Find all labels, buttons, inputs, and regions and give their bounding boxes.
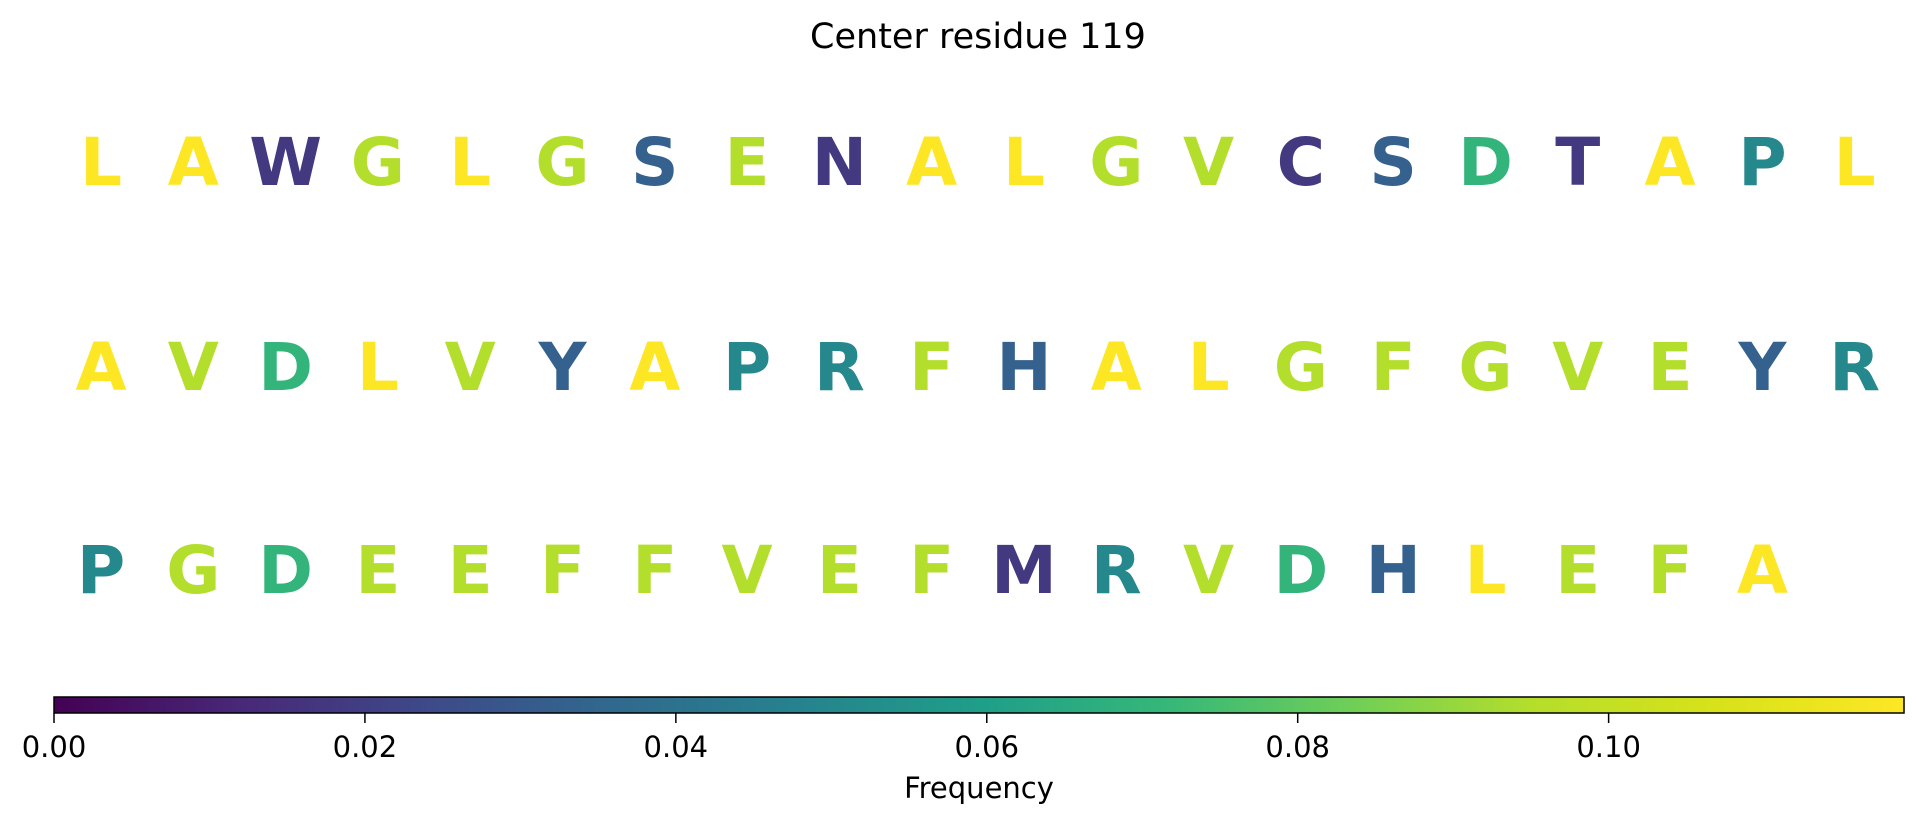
residue-letter: L <box>449 124 491 201</box>
residue-letter: A <box>906 124 957 201</box>
residue-letter: G <box>1089 124 1143 201</box>
residue-letter: Y <box>1738 329 1788 406</box>
residue-letter: V <box>1183 532 1234 609</box>
residue-letter: E <box>725 124 770 201</box>
residue-letter: F <box>909 329 954 406</box>
residue-letter: D <box>1274 532 1329 609</box>
residue-letter: V <box>722 532 773 609</box>
residue-letter: E <box>448 532 493 609</box>
residue-letters: L A W G L G S E N A L G V C S D T A P LA V D L V Y A P R F H A L G F G V E Y R… <box>75 124 1880 609</box>
residue-letter: M <box>991 532 1057 609</box>
residue-letter: S <box>631 124 679 201</box>
residue-letter: A <box>1645 124 1696 201</box>
residue-letter: G <box>351 124 405 201</box>
colorbar-tick-label: 0.08 <box>1265 730 1330 764</box>
residue-letter: A <box>168 124 219 201</box>
residue-letter: A <box>629 329 680 406</box>
residue-letter: D <box>258 532 313 609</box>
colorbar <box>53 696 1905 714</box>
chart-title: Center residue 119 <box>810 17 1146 57</box>
residue-letter: L <box>1003 124 1045 201</box>
colorbar-label: Frequency <box>904 771 1054 805</box>
residue-letter: S <box>1369 124 1417 201</box>
residue-letter: R <box>1829 329 1880 406</box>
residue-letter: F <box>632 532 677 609</box>
residue-letter: F <box>540 532 585 609</box>
residue-letter: D <box>1458 124 1513 201</box>
residue-letter: G <box>535 124 589 201</box>
colorbar-ticks: 0.00 0.02 0.04 0.06 0.08 0.10 <box>22 713 1641 764</box>
residue-letter: E <box>1555 532 1600 609</box>
residue-letter: V <box>445 329 496 406</box>
colorbar-tick-label: 0.04 <box>644 730 709 764</box>
residue-letter: L <box>357 329 399 406</box>
colorbar-tick-label: 0.02 <box>333 730 398 764</box>
residue-letter: L <box>1834 124 1876 201</box>
residue-letter: P <box>77 532 125 609</box>
residue-letter: L <box>1464 532 1506 609</box>
colorbar-tick-label: 0.10 <box>1576 730 1641 764</box>
residue-letter: V <box>168 329 219 406</box>
residue-letter: G <box>166 532 220 609</box>
residue-letter: G <box>1458 329 1512 406</box>
residue-letter: E <box>817 532 862 609</box>
residue-letter: A <box>1091 329 1142 406</box>
colorbar-tick-label: 0.06 <box>954 730 1019 764</box>
residue-letter: V <box>1183 124 1234 201</box>
residue-letter: E <box>355 532 400 609</box>
residue-letter: D <box>258 329 313 406</box>
residue-letter: F <box>1371 329 1416 406</box>
residue-letter: C <box>1277 124 1325 201</box>
residue-letter: F <box>1648 532 1693 609</box>
residue-letter: N <box>812 124 867 201</box>
residue-letter: H <box>1366 532 1421 609</box>
residue-letter: T <box>1555 124 1600 201</box>
residue-letter: A <box>75 329 126 406</box>
residue-letter: H <box>996 329 1051 406</box>
residue-letter: V <box>1552 329 1603 406</box>
residue-letter: L <box>80 124 122 201</box>
residue-letter: A <box>1737 532 1788 609</box>
residue-letter: G <box>1274 329 1328 406</box>
residue-letter: P <box>1738 124 1786 201</box>
colorbar-tick-label: 0.00 <box>22 730 87 764</box>
residue-letter: E <box>1648 329 1693 406</box>
residue-letter: P <box>723 329 771 406</box>
residue-letter: Y <box>538 329 588 406</box>
residue-letter: R <box>814 329 865 406</box>
residue-letter: R <box>1091 532 1142 609</box>
residue-letter: L <box>1188 329 1230 406</box>
residue-letter: W <box>249 124 322 201</box>
residue-letter: F <box>909 532 954 609</box>
